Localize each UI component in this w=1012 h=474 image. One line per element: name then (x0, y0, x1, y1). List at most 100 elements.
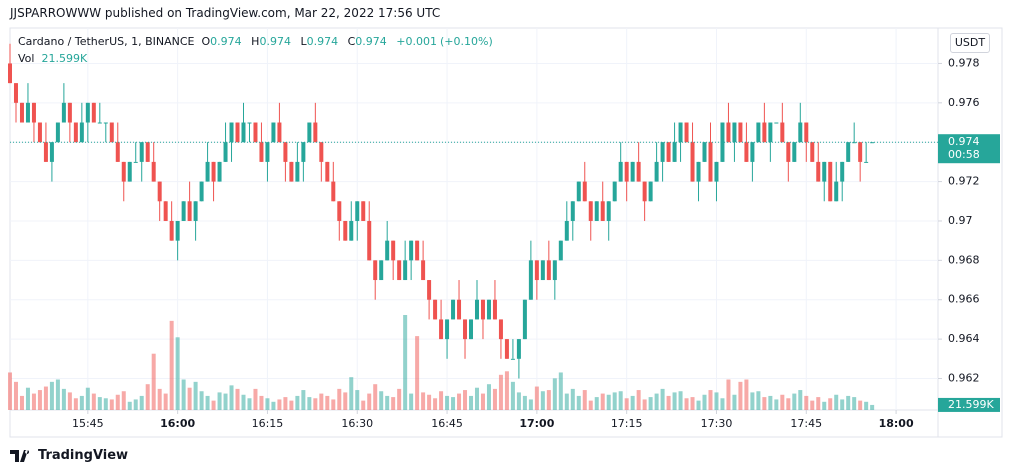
candle-body (774, 122, 779, 124)
volume-bar (331, 399, 336, 410)
ohlc-label: C (347, 35, 356, 48)
candle-body (199, 181, 204, 202)
candle-body (810, 142, 815, 162)
ohlc-label: L (300, 35, 307, 48)
y-tick-label: 0.976 (948, 96, 980, 109)
volume-bar (397, 388, 402, 410)
candle-body (445, 319, 450, 340)
candle-body (349, 220, 354, 241)
candle-body (235, 122, 240, 143)
candle-body (762, 122, 767, 143)
volume-bar (163, 393, 168, 410)
volume-bar (379, 391, 384, 410)
candle-body (253, 122, 258, 143)
candle-body (193, 201, 198, 221)
volume-value: 21.599K (41, 52, 88, 65)
y-tick-label: 0.966 (948, 293, 980, 306)
candle-body (504, 339, 509, 359)
candle-body (498, 319, 503, 340)
candle-body (792, 142, 797, 162)
candle-body (684, 122, 689, 143)
volume-bar (61, 388, 66, 410)
candle-body (522, 299, 527, 340)
candle-body (720, 122, 725, 162)
volume-bar (582, 390, 587, 410)
candle-body (582, 181, 587, 202)
volume-bar (510, 381, 515, 410)
volume-bar (732, 394, 737, 410)
volume-bar (235, 388, 240, 410)
candle-body (744, 142, 749, 162)
volume-bar (31, 393, 36, 410)
volume-bar (822, 401, 827, 410)
volume-bar (648, 397, 653, 410)
volume-bar (738, 381, 743, 410)
volume-bar (319, 393, 324, 410)
candle-body (822, 161, 827, 182)
candle-body (217, 161, 222, 182)
candle-body (79, 122, 84, 143)
volume-bar (211, 400, 216, 410)
volume-bar (103, 398, 108, 410)
candle-body (139, 142, 144, 162)
volume-bar (403, 315, 408, 410)
candle-body (678, 122, 683, 143)
volume-bar (678, 391, 683, 410)
candle-body (391, 240, 396, 261)
candle-body (612, 181, 617, 202)
volume-bar (774, 399, 779, 410)
logo (10, 449, 30, 462)
ohlc-value: 0.974 (259, 35, 291, 48)
volume-bar (642, 399, 647, 410)
candle-body (379, 260, 384, 281)
candle-body (564, 220, 569, 241)
volume-bar (654, 393, 659, 410)
candle-body (870, 142, 875, 144)
candle-body (816, 161, 821, 182)
candle-body (702, 142, 707, 162)
candle-body (43, 142, 48, 162)
y-tick-label: 0.968 (948, 253, 980, 266)
volume-bar (271, 401, 276, 410)
candle-body (552, 260, 557, 281)
volume-bar (193, 381, 198, 410)
change: +0.001 (396, 35, 437, 48)
candle-body (756, 122, 761, 143)
candle-body (187, 201, 192, 221)
volume-bar (385, 395, 390, 410)
volume-bar (265, 398, 270, 410)
candle-body (546, 260, 551, 281)
candle-body (421, 260, 426, 281)
candle-body (666, 142, 671, 162)
volume-legend: Vol 21.599K (18, 52, 93, 65)
volume-bar (780, 394, 785, 410)
volume-bar (295, 395, 300, 410)
volume-name: Vol (18, 52, 35, 65)
candle-body (852, 142, 857, 144)
volume-bar (474, 387, 479, 410)
volume-bar (600, 393, 605, 410)
candle-body (696, 161, 701, 182)
volume-bar (457, 393, 462, 410)
price-badge-value: 0.974 (948, 135, 980, 148)
candle-body (313, 122, 318, 143)
candle-body (31, 102, 36, 123)
volume-bar (8, 372, 12, 410)
volume-bar (792, 393, 797, 410)
volume-bar (115, 394, 120, 410)
volume-bar (750, 392, 755, 410)
x-tick-label: 18:00 (879, 417, 914, 430)
volume-bar (337, 388, 342, 410)
candle-body (672, 142, 677, 162)
candle-body (103, 122, 108, 124)
candle-body (91, 102, 96, 123)
currency-button[interactable]: USDT (950, 33, 990, 53)
candle-body (127, 161, 132, 182)
candle-body (457, 299, 462, 320)
y-tick-label: 0.97 (948, 214, 973, 227)
volume-bar (55, 379, 60, 410)
volume-bar (217, 392, 222, 410)
volume-bar (864, 401, 869, 410)
volume-bar (463, 390, 468, 410)
volume-bar (672, 392, 677, 410)
